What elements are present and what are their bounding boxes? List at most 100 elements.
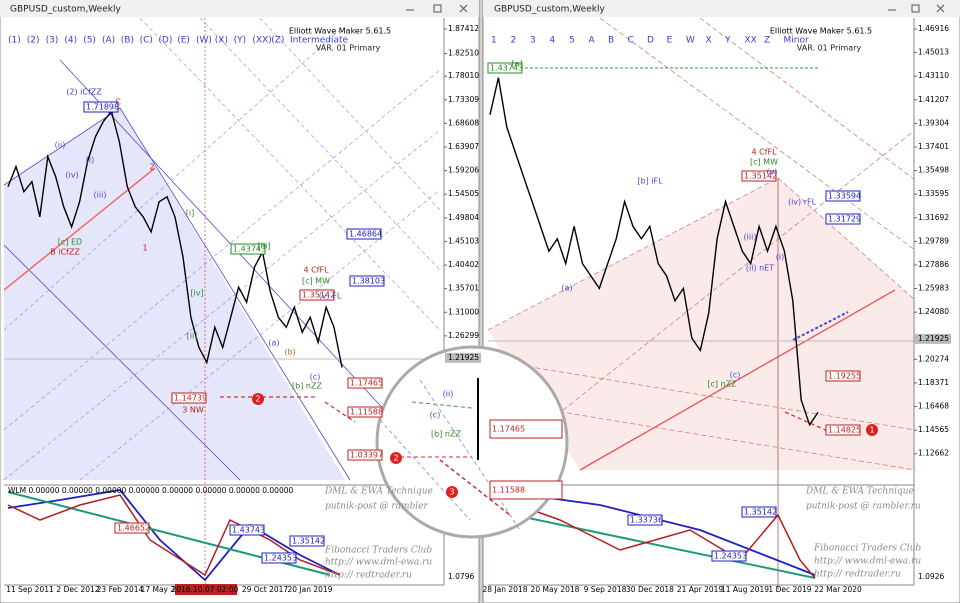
price-label-box bbox=[230, 243, 266, 255]
wave-degree-button[interactable]: (C) bbox=[140, 36, 153, 46]
callout-marker-label: 2 bbox=[393, 454, 398, 463]
wave-label: (iv) bbox=[65, 171, 78, 180]
wave-degree-button[interactable]: Minor bbox=[784, 36, 809, 46]
wave-degree-button[interactable]: B bbox=[608, 36, 614, 46]
y-tick-label: 1.82510 bbox=[448, 49, 479, 58]
wave-degree-button[interactable]: (W) bbox=[196, 36, 212, 46]
wave-label: [ii] bbox=[187, 332, 198, 341]
wave-degree-button[interactable]: (B) bbox=[121, 36, 134, 46]
callout-marker bbox=[390, 452, 402, 464]
wave-degree-button[interactable]: (Y) bbox=[234, 36, 247, 46]
wave-degree-button[interactable]: W bbox=[686, 36, 695, 46]
price-label-box bbox=[825, 190, 861, 202]
y-tick-label: 1.87412 bbox=[448, 24, 479, 33]
wave-degree-button[interactable]: 4 bbox=[550, 36, 556, 46]
wave-label: (2) iCfZZ bbox=[66, 88, 102, 97]
price-label-box bbox=[346, 228, 382, 240]
title-bar[interactable] bbox=[483, 0, 960, 17]
wave-label: 4 CfFL bbox=[303, 266, 329, 275]
x-tick-label: 23 Feb 2014 bbox=[97, 585, 144, 594]
wave-degree-button[interactable]: (E) bbox=[177, 36, 190, 46]
callout-marker bbox=[446, 486, 458, 498]
x-tick-label: 11 Sep 2011 bbox=[6, 585, 54, 594]
sub-price-label: 1.35142 bbox=[292, 537, 325, 546]
price-label-box bbox=[349, 275, 385, 287]
wave-degree-button[interactable]: E bbox=[667, 36, 673, 46]
wave-degree-button[interactable]: Intermediate bbox=[290, 36, 349, 46]
wave-degree-button[interactable]: (2) bbox=[27, 36, 40, 46]
wave-degree-button[interactable]: (Z) bbox=[271, 36, 284, 46]
price-label-box bbox=[347, 377, 383, 389]
wave-degree-button[interactable]: 1 bbox=[491, 36, 497, 46]
y-tick-label: 1.54505 bbox=[448, 189, 479, 198]
wave-degree-button[interactable]: (D) bbox=[158, 36, 172, 46]
x-tick-label: 29 Oct 2017 bbox=[242, 585, 289, 594]
price-label: 1.31729 bbox=[828, 215, 861, 224]
price-label: 1.17465 bbox=[350, 379, 383, 388]
wave-degree-button[interactable]: (XX) bbox=[252, 36, 271, 46]
wave-label: (iii) bbox=[94, 191, 107, 200]
sub-price-label-box bbox=[229, 524, 265, 536]
y-tick-label: 1.45103 bbox=[448, 236, 479, 245]
x-tick-label: 2016.10.07 02:00 bbox=[172, 585, 239, 594]
y-tick-label: 1.18371 bbox=[918, 378, 949, 387]
x-tick-label: 20 May 2018 bbox=[531, 585, 580, 594]
x-tick-label: 9 Sep 2018 bbox=[584, 585, 627, 594]
price-label-box bbox=[299, 289, 335, 301]
wave-degree-button[interactable]: 3 bbox=[530, 36, 536, 46]
wave-degree-button[interactable]: XX bbox=[745, 36, 757, 46]
y-tick-label: 1.39304 bbox=[918, 118, 949, 127]
y-tick-label: 1.35498 bbox=[918, 166, 949, 175]
x-tick-label: 28 Jan 2018 bbox=[483, 585, 528, 594]
y-tick-label: 1.68608 bbox=[448, 118, 479, 127]
wave-label: B iCfZZ bbox=[50, 248, 80, 257]
wave-degree-button[interactable]: (5) bbox=[83, 36, 96, 46]
callout-price-label-box bbox=[489, 480, 563, 500]
wave-label: (ii) bbox=[55, 141, 66, 150]
title-bar[interactable] bbox=[0, 0, 479, 17]
price-label-box bbox=[825, 370, 861, 382]
price-line bbox=[489, 77, 819, 427]
current-price-box bbox=[445, 352, 481, 363]
y-tick-label: 1.26299 bbox=[448, 331, 479, 340]
y-tick-label: 1.20274 bbox=[918, 354, 949, 363]
price-label: 1.14825 bbox=[828, 426, 861, 435]
callout-marker-label: 3 bbox=[449, 488, 454, 497]
marker-label: 1 bbox=[869, 426, 874, 435]
wave-degree-button[interactable]: 5 bbox=[569, 36, 575, 46]
wave-degree-button[interactable]: (A) bbox=[102, 36, 115, 46]
wave-label: (b) bbox=[284, 348, 295, 357]
wave-degree-button[interactable]: 2 bbox=[511, 36, 517, 46]
wave-degree-button[interactable]: (X) bbox=[215, 36, 228, 46]
date-cursor-box bbox=[175, 584, 237, 595]
variant-label: VAR. 01 Primary bbox=[316, 44, 381, 53]
wave-label: (ii) nET bbox=[746, 264, 774, 273]
window-controls[interactable] bbox=[406, 4, 945, 13]
marker bbox=[866, 424, 878, 436]
wave-degree-button[interactable]: C bbox=[628, 36, 634, 46]
wave-label: (v) FL bbox=[319, 292, 342, 301]
wave-degree-button[interactable]: (3) bbox=[46, 36, 59, 46]
price-label: 1.38103 bbox=[352, 277, 385, 286]
y-tick-label: 1.41207 bbox=[918, 95, 949, 104]
price-label: 1.35142 bbox=[302, 291, 335, 300]
y-tick-label: 1.12662 bbox=[918, 449, 949, 458]
wave-degree-button[interactable]: A bbox=[589, 36, 596, 46]
wave-degree-button[interactable]: Y bbox=[724, 36, 731, 46]
price-label-box bbox=[825, 213, 861, 225]
wave-degree-button[interactable]: (1) bbox=[8, 36, 21, 46]
wave-label: [c] MW bbox=[302, 277, 330, 286]
callout-wave-label: (ii) bbox=[443, 390, 454, 399]
wave-label: 1 bbox=[142, 244, 147, 253]
x-tick-label: 30 Dec 2018 bbox=[626, 585, 674, 594]
wave-degree-button[interactable]: X bbox=[706, 36, 712, 46]
y-tick-label: 1.37401 bbox=[918, 142, 949, 151]
wave-label: [b] iFL bbox=[637, 177, 663, 186]
y-tick-label: 1.73309 bbox=[448, 95, 479, 104]
wave-degree-button[interactable]: Z bbox=[764, 36, 770, 46]
wave-label: (iii) bbox=[744, 233, 757, 242]
price-label: 1.35142 bbox=[744, 172, 777, 181]
wave-degree-button[interactable]: D bbox=[647, 36, 654, 46]
y-tick-label: 1.27886 bbox=[918, 260, 949, 269]
wave-degree-button[interactable]: (4) bbox=[64, 36, 77, 46]
